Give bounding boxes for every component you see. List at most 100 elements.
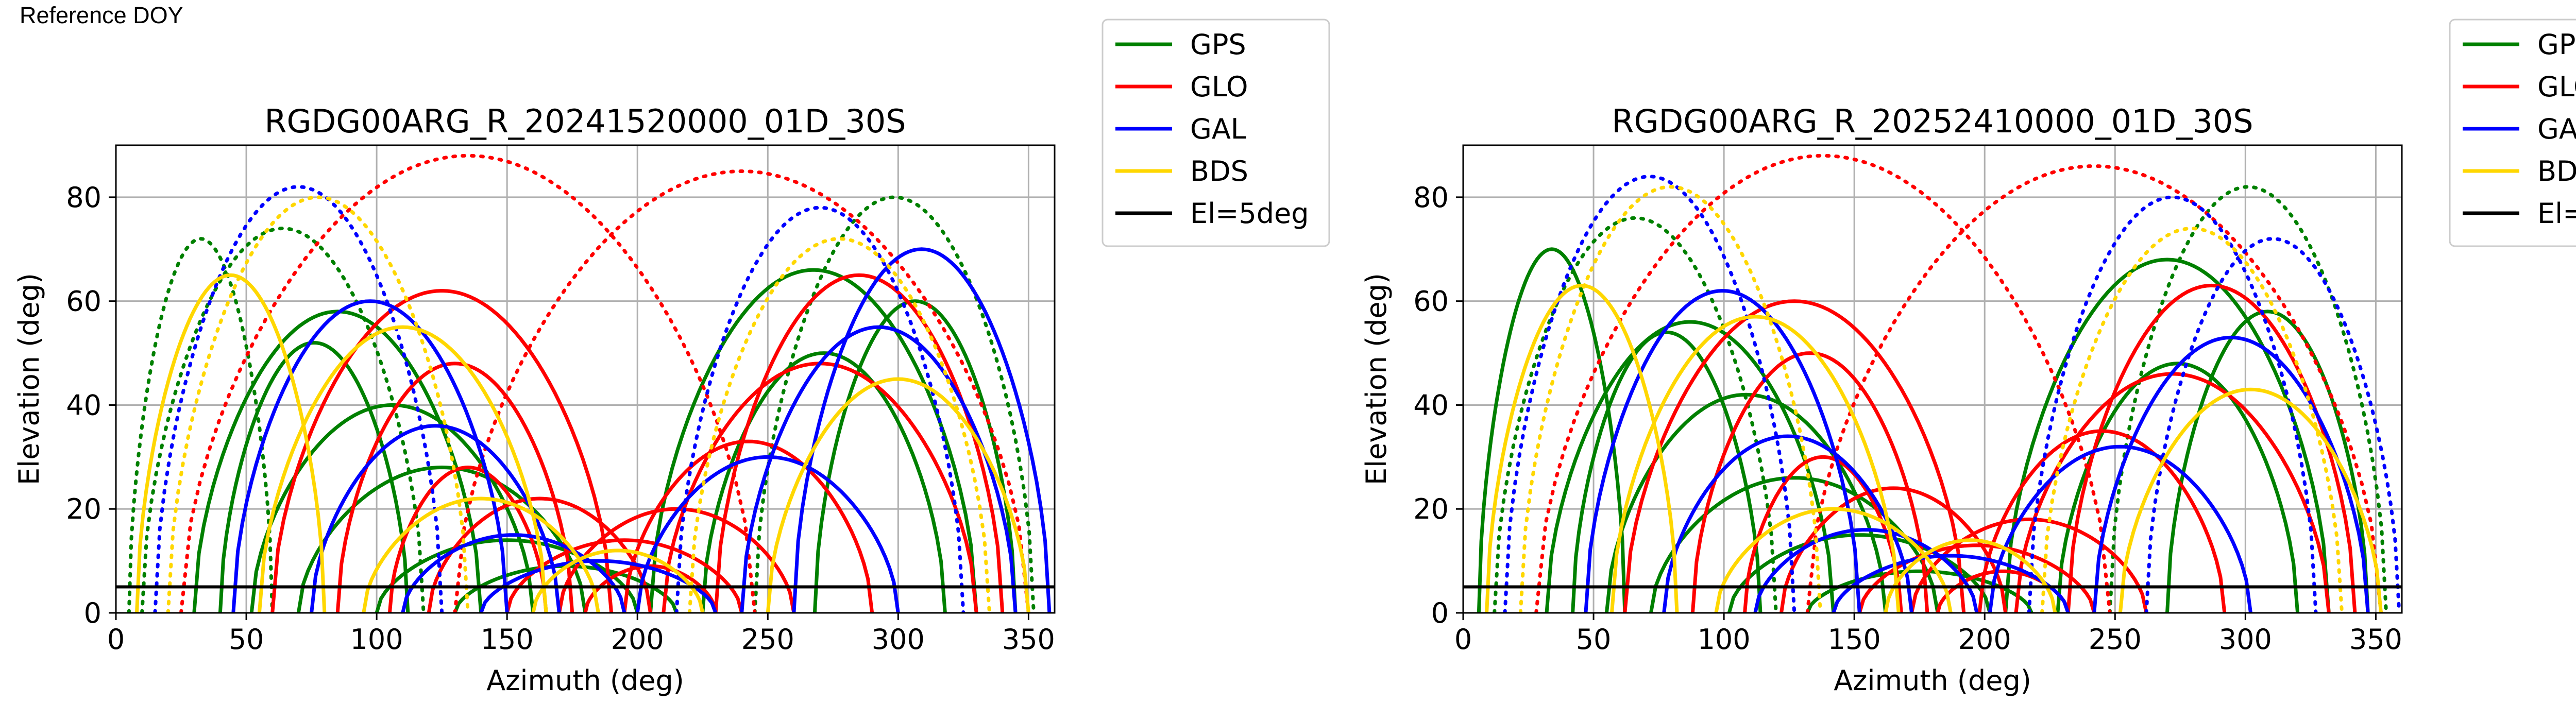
x-tick-label: 300 — [2219, 623, 2272, 656]
gal-track — [2092, 335, 2370, 613]
x-tick-label: 250 — [741, 623, 794, 656]
gal-track — [231, 299, 509, 613]
y-axis-label: Elevation (deg) — [13, 273, 45, 485]
bds-track — [1714, 507, 1953, 613]
axes-frame — [115, 144, 1056, 614]
gps-track — [1545, 320, 1836, 613]
x-tick-label: 100 — [1698, 623, 1751, 656]
y-tick-label: 20 — [66, 493, 101, 525]
legend-label: GPS — [1190, 28, 1246, 61]
y-tick-label: 60 — [1413, 285, 1449, 318]
glo-track — [714, 273, 1005, 613]
x-tick-label: 250 — [2089, 623, 2142, 656]
gal-track — [740, 325, 1018, 613]
glo-track — [622, 439, 874, 613]
bds-track — [2118, 387, 2383, 613]
chart-title: RGDG00ARG_R_20241520000_01D_30S — [264, 102, 906, 140]
gps-track — [1477, 247, 1627, 613]
x-axis-label: Azimuth (deg) — [486, 664, 684, 697]
legend-label: GAL — [1190, 113, 1246, 145]
glo-track — [557, 507, 796, 613]
gal-track — [2144, 237, 2401, 613]
glo-track — [427, 496, 652, 613]
bds-track — [166, 195, 470, 613]
y-tick-label: 80 — [66, 181, 101, 214]
legend-label: GPS — [2537, 28, 2576, 61]
glo-track — [1780, 486, 2008, 613]
x-tick-label: 350 — [1002, 623, 1055, 656]
gal-track — [1584, 288, 1861, 613]
data-layer — [1477, 153, 2401, 613]
bds-track — [1485, 283, 1679, 613]
legend-label: GLO — [2537, 71, 2576, 103]
legend: GPS GLO GAL BDS El=5deg — [2449, 19, 2576, 247]
x-axis-label: Azimuth (deg) — [1834, 664, 2031, 697]
legend-label: GAL — [2537, 113, 2576, 145]
x-tick-label: 0 — [1454, 623, 1472, 656]
y-tick-label: 20 — [1413, 493, 1449, 525]
glo-track — [662, 362, 978, 613]
x-tick-label: 150 — [1828, 623, 1881, 656]
y-tick-label: 0 — [84, 597, 101, 629]
glo-track — [1623, 299, 1966, 613]
bds-track — [766, 377, 1030, 613]
gps-track — [127, 237, 275, 613]
gps-track — [140, 226, 426, 613]
y-tick-label: 80 — [1413, 181, 1449, 214]
bds-track — [1884, 538, 2057, 613]
x-tick-label: 50 — [229, 623, 264, 656]
gal-track — [792, 247, 1052, 613]
glo-track — [335, 362, 574, 613]
gps-track — [701, 351, 947, 613]
data-layer — [127, 153, 1052, 613]
legend-box — [1101, 19, 1330, 247]
gps-track — [2004, 258, 2331, 613]
chart-title: RGDG00ARG_R_20252410000_01D_30S — [1612, 102, 2253, 140]
glo-track — [1743, 455, 1903, 613]
x-tick-label: 300 — [872, 623, 925, 656]
bds-track — [362, 496, 600, 613]
y-axis-label: Elevation (deg) — [1360, 273, 1393, 485]
glo-track — [453, 169, 1030, 613]
glo-track — [583, 564, 718, 613]
gal-track — [1662, 434, 1913, 613]
y-tick-label: 0 — [1431, 597, 1449, 629]
gal-track — [635, 455, 900, 613]
bds-track — [1518, 185, 1822, 613]
y-tick-label: 40 — [66, 389, 101, 421]
x-tick-label: 200 — [611, 623, 664, 656]
gal-track — [1832, 554, 2070, 613]
gal-track — [310, 424, 561, 613]
gal-track — [1988, 444, 2252, 613]
bds-track — [257, 325, 548, 613]
gps-track — [2056, 362, 2300, 613]
bds-track — [2040, 226, 2344, 613]
axes-frame — [1462, 144, 2403, 614]
gps-track — [753, 195, 1036, 613]
x-tick-label: 50 — [1576, 623, 1612, 656]
legend-label: El=5deg — [2537, 197, 2576, 230]
glo-track — [387, 465, 548, 613]
glo-track — [270, 288, 614, 613]
legend-label: GLO — [1190, 71, 1248, 103]
x-tick-label: 0 — [107, 623, 125, 656]
gal-track — [153, 185, 444, 613]
gal-track — [479, 559, 718, 613]
gps-track — [1493, 216, 1778, 613]
gps-track — [812, 299, 1018, 613]
bds-track — [531, 548, 705, 613]
legend-label: BDS — [1190, 155, 1248, 187]
glo-track — [1690, 351, 1929, 613]
legend-box — [2449, 19, 2576, 247]
gal-track — [2027, 195, 2318, 613]
legend-label: El=5deg — [1190, 197, 1309, 230]
x-tick-label: 100 — [350, 623, 403, 656]
page-label: Reference DOY — [20, 2, 183, 28]
gps-track — [649, 268, 978, 613]
gps-track — [1571, 330, 1762, 613]
legend-label: BDS — [2537, 155, 2576, 187]
glo-track — [1805, 164, 2383, 613]
glo-track — [1910, 517, 2148, 613]
gps-track — [296, 465, 587, 613]
